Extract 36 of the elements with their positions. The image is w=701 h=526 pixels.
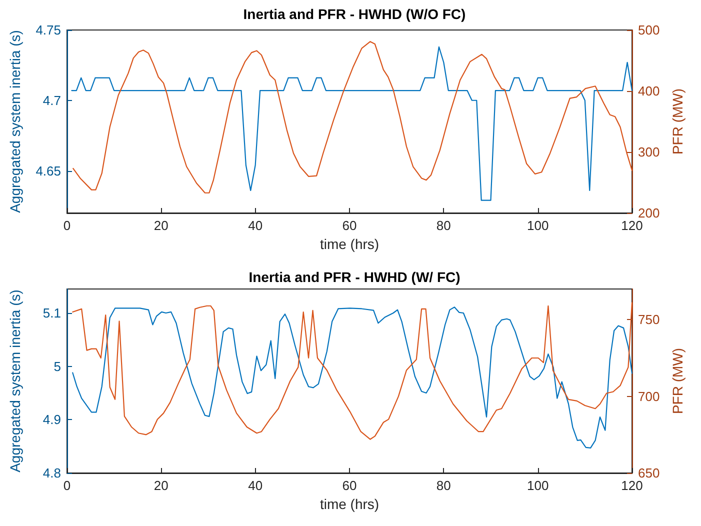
x-tick-label: 80 <box>436 218 451 233</box>
y-tick-label: 4.7 <box>42 92 61 108</box>
x-tick-label: 20 <box>154 478 168 493</box>
x-tick-label: 120 <box>621 478 643 493</box>
x-tick-label: 60 <box>342 218 357 233</box>
x-axis-title: time (hrs) <box>320 236 380 252</box>
x-axis-title: time (hrs) <box>320 496 380 512</box>
y2-tick-label: 500 <box>638 22 660 38</box>
y2-tick-label: 200 <box>638 206 660 220</box>
x-tick-label: 60 <box>342 478 357 493</box>
y-tick-label: 4.9 <box>42 412 61 428</box>
y-axis-title: Aggregated system inertia (s) <box>7 290 23 472</box>
x-tick-label: 40 <box>248 478 263 493</box>
x-tick-label: 100 <box>526 478 549 493</box>
y-tick-label: 4.65 <box>36 163 61 178</box>
y2-tick-label: 400 <box>638 84 660 98</box>
x-tick-label: 100 <box>526 218 549 233</box>
y-tick-label: 4.75 <box>36 22 61 38</box>
y2-tick-label: 300 <box>638 144 660 160</box>
x-tick-label: 40 <box>248 218 263 233</box>
y-axis-title: Aggregated system inertia (s) <box>7 30 23 213</box>
y-tick-label: 4.8 <box>42 466 61 480</box>
y2-axis-title: PFR (MW) <box>670 88 686 155</box>
chart-title: Inertia and PFR - HWHD (W/ FC) <box>248 269 460 285</box>
chart-title: Inertia and PFR - HWHD (W/O FC) <box>243 6 466 22</box>
x-tick-label: 20 <box>154 218 168 233</box>
y2-tick-label: 750 <box>638 312 660 328</box>
y-tick-label: 5 <box>54 358 61 374</box>
x-tick-label: 0 <box>63 218 71 233</box>
y2-tick-label: 650 <box>638 466 660 480</box>
x-tick-label: 80 <box>436 478 451 493</box>
y-tick-label: 5.1 <box>42 306 61 320</box>
y2-axis-title: PFR (MW) <box>670 348 686 414</box>
x-tick-label: 0 <box>63 478 71 493</box>
y2-tick-label: 700 <box>638 388 660 404</box>
x-tick-label: 120 <box>621 218 643 233</box>
